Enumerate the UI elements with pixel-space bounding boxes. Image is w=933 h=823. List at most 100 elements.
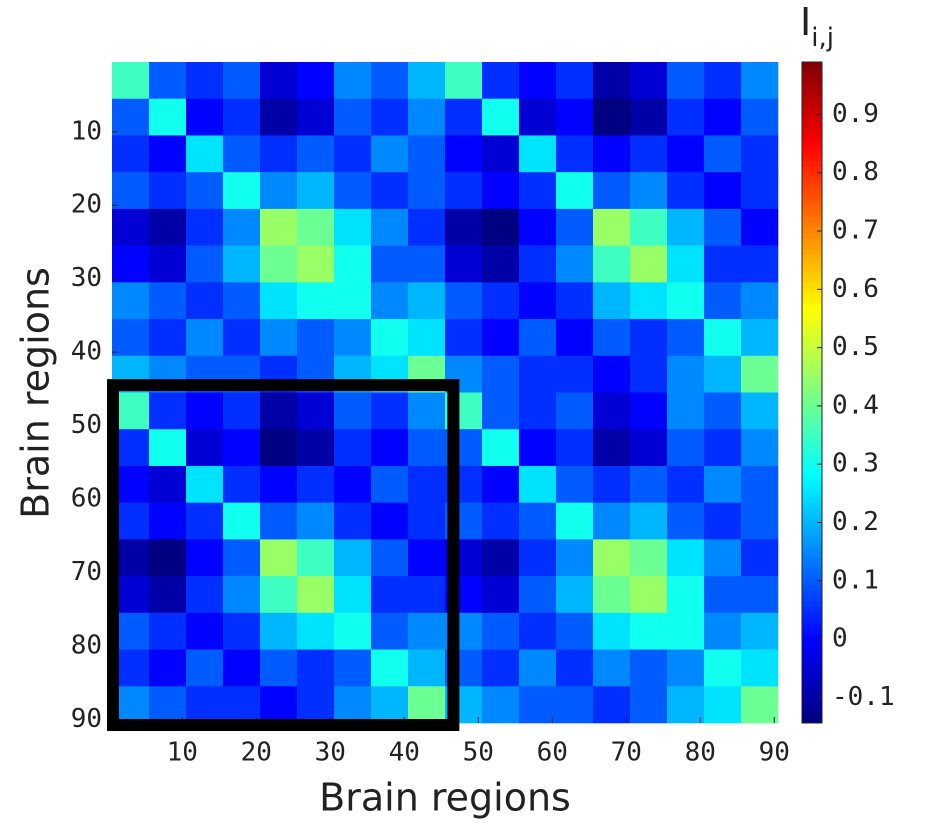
heat-cell bbox=[260, 98, 298, 136]
heat-cell bbox=[630, 98, 668, 136]
heat-cell bbox=[630, 686, 668, 724]
colorbar-step bbox=[802, 546, 822, 553]
colorbar-step bbox=[802, 386, 822, 393]
x-tick-label: 70 bbox=[611, 738, 642, 768]
x-axis-label: Brain regions bbox=[319, 776, 571, 820]
colorbar-step bbox=[802, 530, 822, 537]
heat-cell bbox=[482, 465, 520, 503]
heat-cell bbox=[667, 245, 705, 283]
heat-cell bbox=[667, 465, 705, 503]
colorbar-step bbox=[802, 425, 822, 432]
heat-cell bbox=[149, 429, 187, 467]
heat-cell bbox=[704, 282, 742, 320]
heat-cell bbox=[630, 319, 668, 357]
heat-cell bbox=[445, 208, 483, 246]
heat-cell bbox=[223, 319, 261, 357]
colorbar-step bbox=[802, 557, 822, 564]
heat-cell bbox=[297, 686, 335, 724]
heat-cell bbox=[371, 208, 409, 246]
colorbar-step bbox=[802, 254, 822, 261]
colorbar-step bbox=[802, 249, 822, 256]
heat-cell bbox=[297, 392, 335, 430]
heat-cell bbox=[334, 465, 372, 503]
heat-cell bbox=[334, 502, 372, 540]
heat-cell bbox=[297, 539, 335, 577]
colorbar-step bbox=[802, 612, 822, 619]
heat-cell bbox=[297, 208, 335, 246]
colorbar-step bbox=[802, 287, 822, 294]
heat-cell bbox=[112, 98, 150, 136]
colorbar-step bbox=[802, 508, 822, 515]
colorbar-step bbox=[802, 111, 822, 118]
colorbar-step bbox=[802, 436, 822, 443]
heat-cell bbox=[741, 429, 779, 467]
heat-cell bbox=[630, 282, 668, 320]
heat-cell bbox=[630, 135, 668, 173]
colorbar-step bbox=[802, 431, 822, 438]
colorbar-step bbox=[802, 656, 822, 663]
heat-cell bbox=[482, 649, 520, 687]
heat-cell bbox=[371, 319, 409, 357]
heat-cell bbox=[593, 355, 631, 393]
colorbar-step bbox=[802, 161, 822, 168]
colorbar-step bbox=[802, 304, 822, 311]
heat-cell bbox=[186, 282, 224, 320]
colorbar-step bbox=[802, 128, 822, 135]
heat-cell bbox=[334, 62, 372, 100]
heat-cell bbox=[704, 576, 742, 614]
heat-cell bbox=[371, 576, 409, 614]
heat-cell bbox=[334, 392, 372, 430]
colorbar-step bbox=[802, 194, 822, 201]
colorbar-label: Ii,j bbox=[800, 0, 834, 53]
heat-cell bbox=[112, 62, 150, 100]
heat-cell bbox=[704, 319, 742, 357]
colorbar-step bbox=[802, 309, 822, 316]
heat-cell bbox=[741, 612, 779, 650]
colorbar-step bbox=[802, 502, 822, 509]
heat-cell bbox=[334, 612, 372, 650]
heat-cell bbox=[371, 502, 409, 540]
heat-cell bbox=[519, 539, 557, 577]
colorbar-step bbox=[802, 331, 822, 338]
heat-cell bbox=[112, 135, 150, 173]
heat-cell bbox=[667, 502, 705, 540]
colorbar-step bbox=[802, 188, 822, 195]
heat-cell bbox=[519, 686, 557, 724]
heat-cell bbox=[741, 502, 779, 540]
heat-cell bbox=[630, 62, 668, 100]
heat-cell bbox=[741, 686, 779, 724]
heat-cell bbox=[297, 98, 335, 136]
heat-cell bbox=[741, 98, 779, 136]
heat-cell bbox=[223, 62, 261, 100]
heat-cell bbox=[112, 282, 150, 320]
colorbar-step bbox=[802, 475, 822, 482]
heat-cell bbox=[667, 135, 705, 173]
heat-cell bbox=[149, 245, 187, 283]
heat-cell bbox=[149, 576, 187, 614]
heat-cell bbox=[371, 429, 409, 467]
heat-cell bbox=[741, 649, 779, 687]
heat-cell bbox=[186, 62, 224, 100]
y-tick-label: 60 bbox=[71, 483, 102, 513]
heat-cell bbox=[593, 649, 631, 687]
heat-cell bbox=[630, 208, 668, 246]
heat-cell bbox=[482, 576, 520, 614]
heat-cell bbox=[408, 392, 446, 430]
heat-cell bbox=[408, 245, 446, 283]
heat-cell bbox=[667, 172, 705, 210]
heat-cell bbox=[519, 576, 557, 614]
heat-cell bbox=[630, 502, 668, 540]
colorbar-step bbox=[802, 210, 822, 217]
heat-cell bbox=[334, 208, 372, 246]
heat-cell bbox=[519, 282, 557, 320]
colorbar-step bbox=[802, 177, 822, 184]
heat-cell bbox=[593, 686, 631, 724]
heat-cell bbox=[186, 319, 224, 357]
x-tick-label: 80 bbox=[685, 738, 716, 768]
heat-cell bbox=[556, 392, 594, 430]
heat-cell bbox=[408, 98, 446, 136]
colorbar-step bbox=[802, 337, 822, 344]
colorbar-step bbox=[802, 645, 822, 652]
heat-cell bbox=[297, 429, 335, 467]
heat-cell bbox=[704, 502, 742, 540]
